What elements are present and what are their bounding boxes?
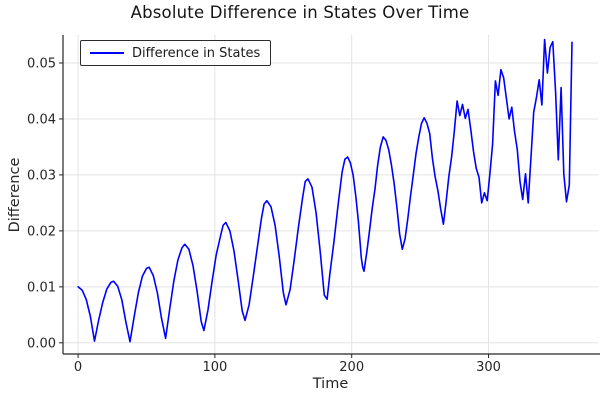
y-tick-label: 0.02 [27, 224, 56, 239]
y-tick-label: 0.03 [27, 168, 56, 183]
x-tick-label: 0 [74, 360, 82, 375]
y-tick-label: 0.00 [27, 336, 56, 351]
chart-title: Absolute Difference in States Over Time [130, 3, 470, 22]
y-tick-label: 0.01 [27, 280, 56, 295]
y-axis-label: Difference [7, 157, 23, 233]
y-tick-label: 0.04 [27, 112, 56, 127]
difference-line [77, 38, 573, 343]
x-tick-label: 200 [339, 360, 364, 375]
y-tick-label: 0.05 [27, 56, 56, 71]
x-tick-label: 300 [476, 360, 501, 375]
legend-line-sample [90, 52, 124, 54]
x-tick-label: 100 [202, 360, 227, 375]
x-axis-label: Time [312, 376, 349, 392]
legend: Difference in States [80, 40, 272, 66]
legend-label: Difference in States [132, 45, 261, 61]
